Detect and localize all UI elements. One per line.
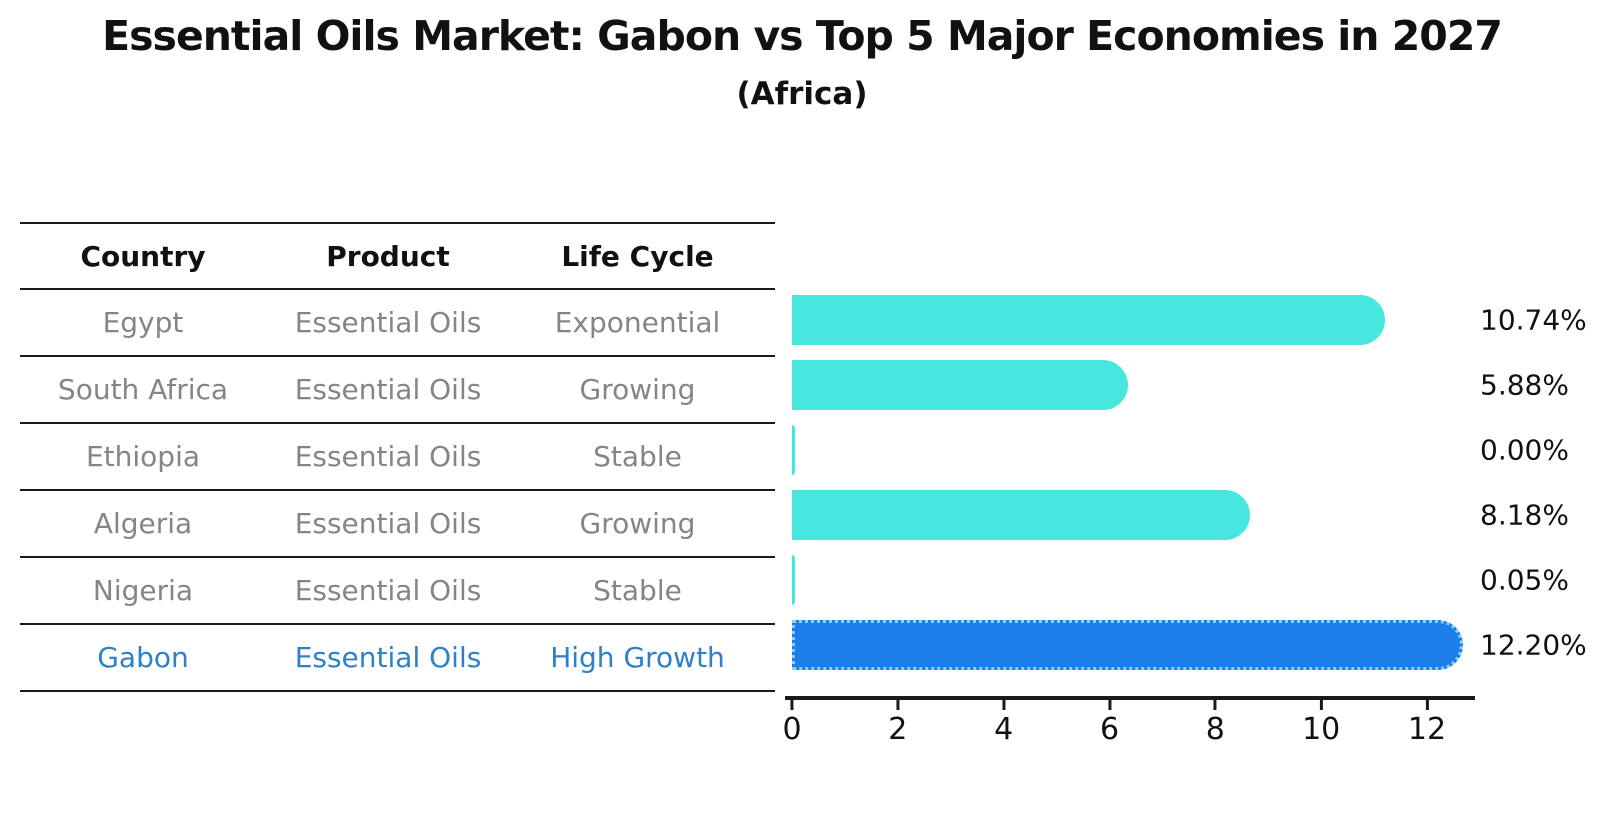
- life-cycle-cell: Growing: [579, 507, 696, 540]
- tick-mark: [1213, 700, 1217, 710]
- x-tick: 0: [782, 700, 802, 747]
- life-cycle-cell: High Growth: [550, 641, 725, 674]
- tick-mark: [896, 700, 900, 710]
- table-row: Egypt Essential Oils Exponential: [20, 290, 775, 357]
- bar-row: [792, 353, 1472, 418]
- life-cycle-cell: Stable: [593, 440, 682, 473]
- tick-label: 12: [1407, 712, 1447, 747]
- x-tick: 4: [994, 700, 1013, 747]
- table-row: Ethiopia Essential Oils Stable: [20, 424, 775, 491]
- column-header-product: Product: [326, 239, 450, 273]
- tick-label: 10: [1302, 712, 1341, 747]
- product-cell: Essential Oils: [294, 440, 482, 473]
- tick-label: 6: [1099, 712, 1120, 747]
- bar-row: [792, 613, 1472, 678]
- bar-row: [792, 288, 1472, 353]
- chart-title: Essential Oils Market: Gabon vs Top 5 Ma…: [102, 12, 1503, 60]
- tick-mark: [1319, 700, 1323, 710]
- value-label-south-africa: 5.88%: [1480, 368, 1569, 402]
- tick-mark: [790, 700, 794, 710]
- country-cell: Algeria: [93, 507, 193, 540]
- country-cell: Ethiopia: [85, 440, 201, 473]
- bar-nigeria: [792, 555, 795, 605]
- tick-label: 4: [994, 712, 1014, 747]
- value-label-nigeria: 0.05%: [1480, 563, 1569, 597]
- value-label-gabon: 12.20%: [1480, 628, 1587, 662]
- tick-mark: [1108, 700, 1111, 710]
- x-tick: 8: [1206, 700, 1225, 747]
- life-cycle-cell: Stable: [593, 574, 682, 607]
- x-tick: 6: [1100, 700, 1119, 747]
- bar-south-africa: [792, 360, 1129, 410]
- life-cycle-cell: Growing: [579, 373, 696, 406]
- bar-row: [792, 548, 1472, 613]
- bar-row: [792, 483, 1472, 548]
- tick-mark: [1002, 700, 1006, 710]
- table-row: Algeria Essential Oils Growing: [20, 491, 775, 558]
- tick-mark: [1425, 700, 1429, 710]
- x-axis-line: [785, 696, 1475, 700]
- x-tick: 10: [1302, 700, 1340, 747]
- bar-plot-area: [792, 288, 1472, 678]
- bar-ethiopia: [792, 425, 795, 475]
- x-tick: 2: [888, 700, 907, 747]
- country-cell: Egypt: [102, 306, 184, 339]
- tick-label: 0: [782, 712, 802, 747]
- chart-subtitle: (Africa): [736, 76, 868, 112]
- value-label-egypt: 10.74%: [1480, 303, 1587, 337]
- tick-label: 2: [888, 712, 908, 747]
- product-cell: Essential Oils: [294, 574, 482, 607]
- x-tick: 12: [1408, 700, 1446, 747]
- bar-egypt: [792, 295, 1386, 345]
- country-table: Country Product Life Cycle Egypt Essenti…: [20, 222, 775, 692]
- value-label-algeria: 8.18%: [1480, 498, 1569, 532]
- table-row: Nigeria Essential Oils Stable: [20, 558, 775, 625]
- table-header-row: Country Product Life Cycle: [20, 222, 775, 290]
- value-label-ethiopia: 0.00%: [1480, 433, 1569, 467]
- life-cycle-cell: Exponential: [554, 306, 721, 339]
- product-cell: Essential Oils: [294, 507, 482, 540]
- bar-algeria: [792, 490, 1250, 540]
- table-row: Gabon Essential Oils High Growth: [20, 625, 775, 692]
- product-cell: Essential Oils: [294, 306, 482, 339]
- country-cell: Nigeria: [92, 574, 194, 607]
- country-cell: Gabon: [97, 641, 189, 674]
- table-row: South Africa Essential Oils Growing: [20, 357, 775, 424]
- country-cell: South Africa: [57, 373, 229, 406]
- column-header-life-cycle: Life Cycle: [561, 239, 714, 273]
- bar-gabon-highlighted: [792, 620, 1463, 670]
- tick-label: 8: [1205, 712, 1225, 747]
- product-cell: Essential Oils: [294, 641, 482, 674]
- x-axis-ticks: 0 2 4 6 8 10 12: [782, 700, 1472, 760]
- product-cell: Essential Oils: [294, 373, 482, 406]
- column-header-country: Country: [80, 239, 206, 273]
- bar-row: [792, 418, 1472, 483]
